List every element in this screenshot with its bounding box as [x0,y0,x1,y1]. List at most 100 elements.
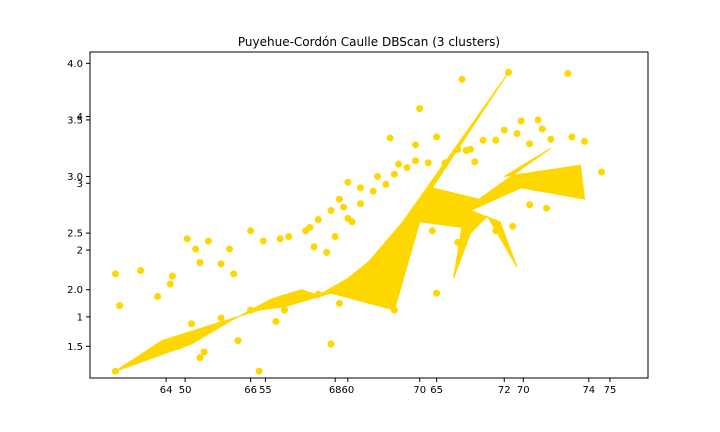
scatter-point [154,293,162,300]
scatter-point [551,184,559,192]
scatter-point [196,259,204,266]
scatter-point [255,367,263,375]
scatter-point [327,340,335,348]
x-tick-a-label: 74 [582,385,595,396]
scatter-point [433,133,441,141]
plot-frame [89,51,649,379]
scatter-point [386,134,394,142]
scatter-point [314,290,322,298]
scatter-point [479,136,487,144]
scatter-point [272,317,280,325]
x-tick-b-label: 55 [259,385,272,396]
scatter-point [547,135,555,143]
scatter-point [454,238,462,246]
scatter-point [111,367,119,375]
scatter-point [217,260,225,268]
scatter-point [183,235,191,243]
x-tick-a-label: 72 [498,385,511,396]
y-axis: 4.0 3.5 3.0 2.5 2.0 1.5 4 3 2 1 [67,59,90,353]
scatter-point [323,248,331,256]
y-tick-a-label: 2.0 [67,285,83,296]
scatter-point [509,222,517,230]
scatter-point [492,227,500,235]
x-tick-a-label: 68 [329,385,342,396]
scatter-point [281,306,288,314]
scatter-point [137,267,145,274]
scatter-point [374,173,381,180]
scatter-point [340,203,348,211]
y-tick-a-label: 3.0 [67,172,83,183]
scatter-point [306,224,314,231]
scatter-point [327,207,335,214]
scatter-point [357,184,364,192]
scatter-point [344,178,352,186]
y-tick-a-label: 2.5 [67,229,83,240]
scatter-point [513,130,521,137]
scatter-point [399,250,407,257]
scatter-point [526,140,534,148]
scatter-point [175,342,183,350]
scatter-point [441,159,449,167]
chart-title: Puyehue-Cordón Caulle DBScan (3 clusters… [238,35,500,49]
scatter-point [505,68,512,76]
x-tick-a-label: 66 [244,385,257,396]
y-tick-b-label: 3 [77,179,83,190]
scatter-point [369,187,377,195]
y-tick-b-label: 2 [77,246,83,257]
scatter-point [412,157,419,165]
scatter-point [331,233,339,240]
scatter-point [538,125,546,133]
x-tick-a-label: 70 [413,385,426,396]
scatter-point [462,147,470,154]
scatter-point [390,170,398,178]
scatter-point [314,216,322,223]
y-tick-b-label: 1 [77,312,83,323]
cluster-polygon [115,72,586,372]
scatter-point [428,227,436,235]
scatter-point [517,117,525,125]
scatter-point [285,233,293,240]
y-tick-b-label: 4 [77,112,83,123]
scatter-point [492,136,500,144]
x-tick-b-label: 50 [179,385,192,396]
scatter-point [230,270,238,278]
scatter-point [116,302,124,310]
scatter-point [344,214,352,222]
scatter-point [471,158,479,166]
scatter-point [390,306,398,314]
scatter-point [357,200,364,208]
scatter-point [382,180,390,188]
x-tick-b-label: 65 [430,385,443,396]
x-tick-b-label: 70 [517,385,530,396]
scatter-point [166,280,174,288]
scatter-point [204,237,212,245]
scatter-point [247,227,255,235]
x-axis: 64 66 68 70 72 74 50 55 60 65 70 75 [160,378,617,396]
y-tick-a-label: 4.0 [67,59,83,70]
x-tick-a-label: 64 [160,385,173,396]
y-tick-a-label: 1.5 [67,342,83,353]
scatter-point [543,204,550,212]
scatter-point [188,320,195,328]
scatter-point [335,299,343,307]
x-tick-b-label: 75 [604,385,617,396]
scatter-point [335,195,343,203]
scatter-point [395,160,403,168]
scatter-point [424,159,432,167]
scatter-point [226,245,233,253]
scatter-point [598,168,605,176]
scatter-point [416,105,424,113]
scatter-point [234,337,242,345]
scatter-point [412,141,419,149]
x-tick-b-label: 60 [341,385,354,396]
scatter-point [454,145,462,153]
scatter-point [534,116,542,124]
scatter-point [259,237,267,245]
scatter-point [111,270,119,278]
scatter-point [168,272,176,280]
scatter-point [310,243,318,251]
y-tick-a-label: 3.5 [67,115,83,126]
scatter-point [276,235,284,243]
scatter-point [196,354,204,362]
